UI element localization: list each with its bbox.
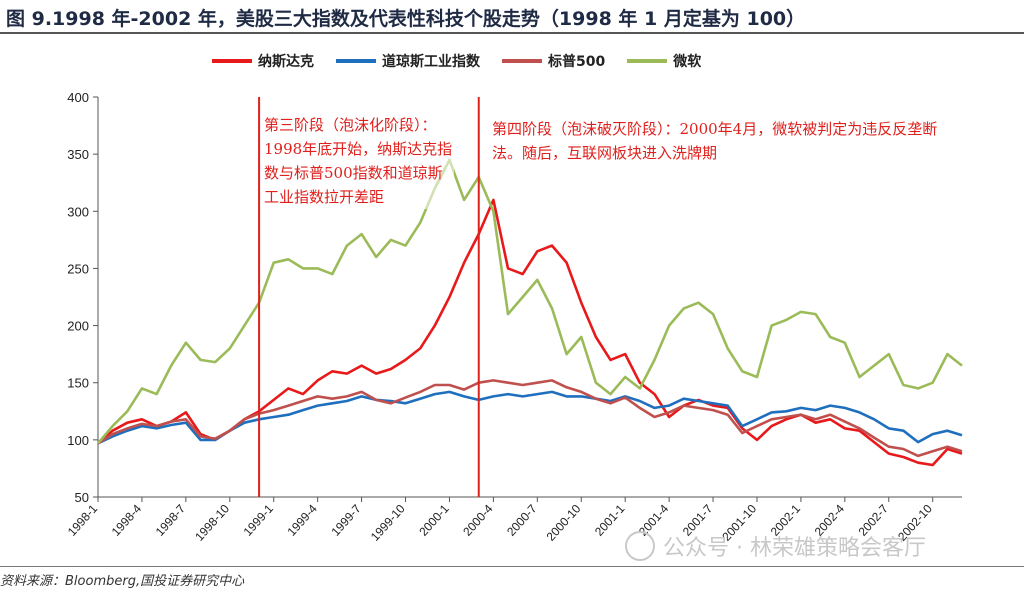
legend-swatch [212, 59, 252, 63]
y-tick-label: 150 [67, 376, 89, 391]
legend-item: 微软 [627, 51, 701, 71]
series-line [97, 158, 963, 445]
y-tick-label: 100 [67, 433, 89, 448]
x-tick-label: 1998-1 [65, 501, 101, 538]
x-tick-label: 1999-10 [368, 501, 408, 543]
legend-item: 纳斯达克 [212, 51, 314, 71]
chart-title: 图 9.1998 年-2002 年，美股三大指数及代表性科技个股走势（1998 … [6, 8, 806, 30]
x-tick-label: 2000-1 [416, 501, 452, 538]
x-tick-label: 1998-10 [192, 501, 232, 543]
y-tick-label: 300 [67, 204, 89, 219]
footer-divider [0, 566, 1024, 567]
y-tick-label: 200 [67, 319, 89, 334]
legend-swatch [336, 59, 376, 63]
legend-swatch [502, 59, 542, 63]
x-tick-label: 2000-7 [504, 501, 540, 538]
series-line [97, 390, 963, 445]
watermark-text: 公众号 · 林荣雄策略会客厅 [663, 536, 926, 561]
y-tick-label: 50 [75, 490, 89, 505]
title-divider [0, 32, 1024, 34]
legend-label: 微软 [673, 54, 702, 70]
series-line [97, 198, 963, 467]
x-tick-label: 2001-1 [592, 501, 628, 538]
legend-swatch [627, 59, 668, 63]
source-note: 资料来源：Bloomberg,国投证券研究中心 [0, 574, 245, 589]
y-tick-label: 250 [67, 261, 89, 276]
watermark: 公众号 · 林荣雄策略会客厅 [625, 530, 926, 562]
legend-label: 纳斯达克 [258, 54, 314, 70]
x-tick-label: 2000-4 [460, 501, 496, 538]
phase4-annotation: 第四阶段（泡沫破灭阶段）：2000年4月，微软被判定为违反反垄断法。随后，互联网… [492, 117, 962, 165]
legend-label: 标普500 [548, 54, 606, 70]
x-tick-label: 1999-1 [241, 501, 277, 538]
series-line [97, 379, 963, 458]
x-tick-label: 1999-4 [284, 501, 320, 538]
y-tick-label: 350 [67, 147, 89, 162]
x-tick-label: 1998-4 [109, 501, 145, 538]
x-tick-label: 2000-10 [544, 501, 584, 543]
y-tick-label: 400 [67, 90, 89, 105]
x-tick-label: 1999-7 [328, 501, 364, 538]
chart-legend: 纳斯达克 道琼斯工业指数 标普500 微软 [212, 50, 701, 72]
phase3-annotation: 第三阶段（泡沫化阶段）：1998年底开始，纳斯达克指数与标普500指数和道琼斯工… [264, 113, 454, 209]
wechat-icon [625, 531, 655, 561]
legend-item: 道琼斯工业指数 [336, 51, 480, 71]
legend-label: 道琼斯工业指数 [382, 54, 480, 70]
legend-item: 标普500 [502, 51, 605, 71]
x-tick-label: 1998-7 [153, 501, 189, 538]
